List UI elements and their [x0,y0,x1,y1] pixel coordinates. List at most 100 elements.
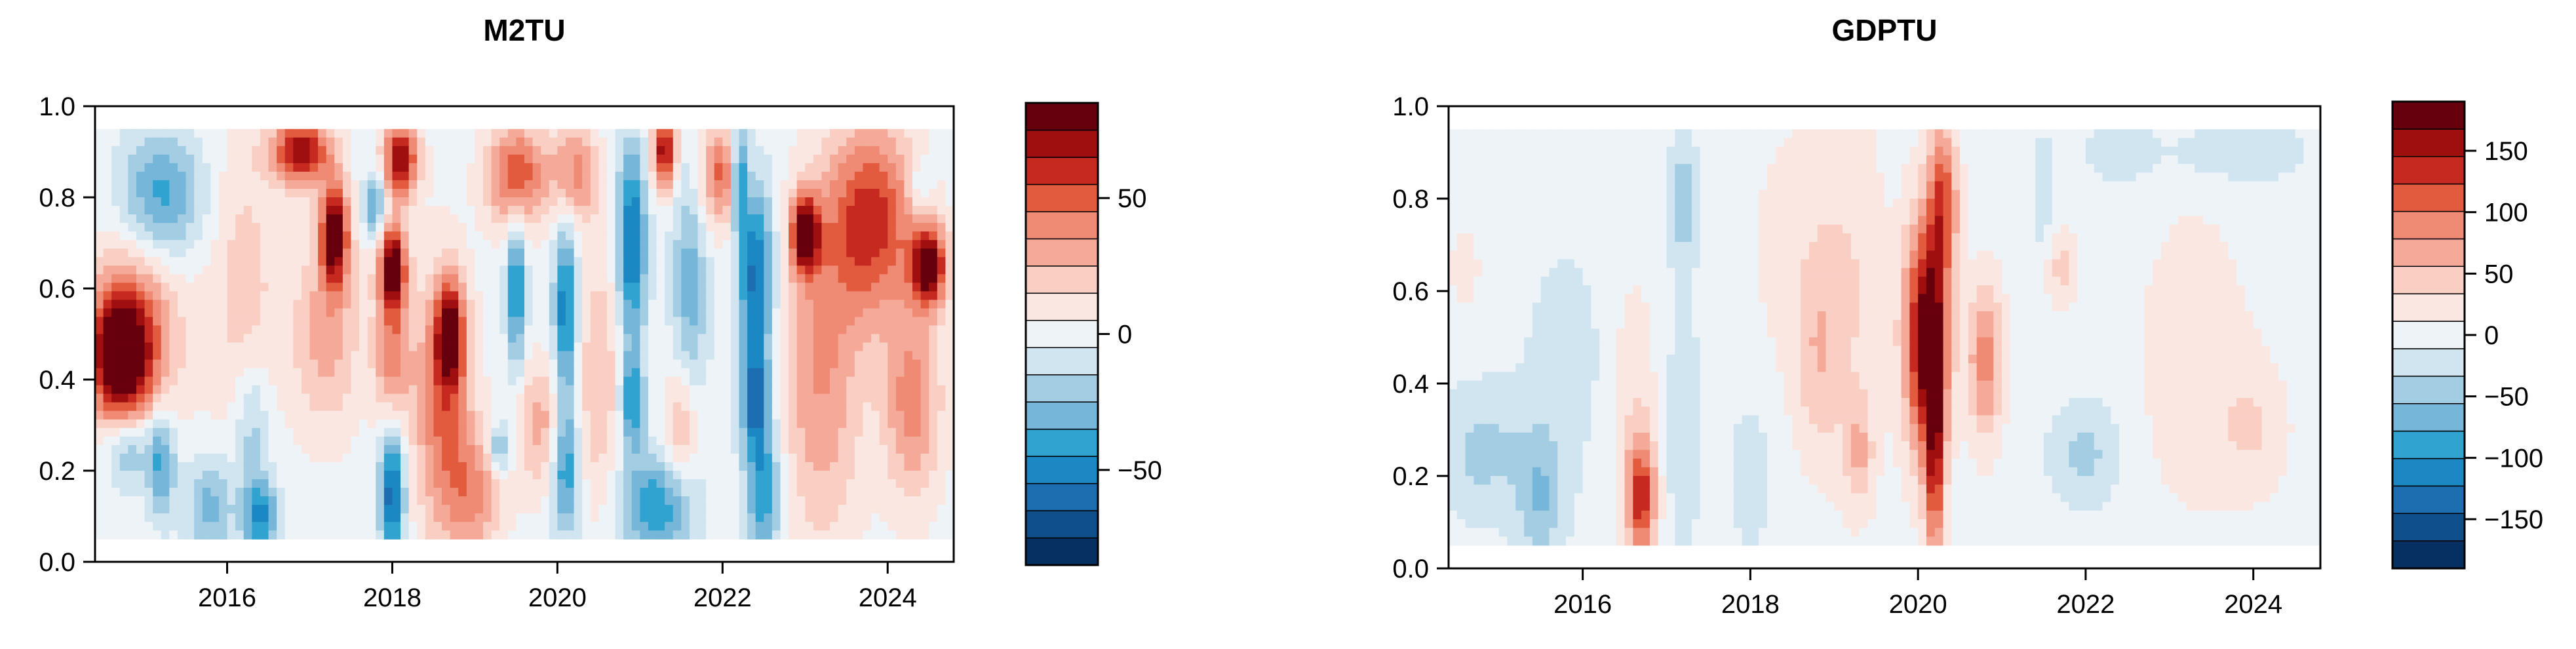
heatmap-cell [722,325,732,335]
heatmap-cell [863,188,872,198]
heatmap-cell [813,427,823,437]
heatmap-cell [606,530,616,540]
heatmap-cell [359,206,368,215]
heatmap-cell [95,180,104,189]
heatmap-cell [318,471,327,480]
heatmap-cell [458,513,467,522]
heatmap-cell [706,436,715,446]
heatmap-cell [780,137,789,147]
heatmap-cell [821,522,830,531]
heatmap-cell [706,137,715,147]
heatmap-cell [293,427,302,437]
heatmap-cell [235,351,244,361]
heatmap-cell [153,206,162,215]
heatmap-cell [854,266,864,275]
heatmap-cell [821,462,830,471]
heatmap-cell [665,410,674,420]
heatmap-cell [425,530,435,540]
heatmap-cell [450,410,459,420]
heatmap-cell [912,471,922,480]
heatmap-cell [507,342,517,352]
heatmap-cell [771,436,781,446]
heatmap-cell [929,248,938,258]
heatmap-cell [681,317,690,326]
heatmap-cell [210,137,220,147]
heatmap-cell [524,146,534,155]
heatmap-cell [648,462,657,471]
heatmap-cell [194,453,203,463]
heatmap-cell [706,385,715,395]
heatmap-cell [103,266,112,275]
heatmap-cell [681,385,690,395]
heatmap-cell [912,351,922,361]
heatmap-cell [111,274,121,283]
heatmap-cell [326,496,335,505]
heatmap-cell [888,368,897,378]
heatmap-cell [673,402,682,412]
heatmap-cell [615,436,624,446]
heatmap-cell [590,427,599,437]
heatmap-cell [912,444,922,454]
heatmap-cell [210,240,220,249]
heatmap-cell [260,180,269,189]
heatmap-cell [673,240,682,249]
heatmap-cell [929,505,938,514]
heatmap-cell [95,342,104,352]
heatmap-cell [227,444,236,454]
heatmap-cell [780,479,789,488]
heatmap-cell [326,180,335,189]
heatmap-cell [450,308,459,318]
heatmap-cell [499,436,509,446]
heatmap-cell [516,410,525,420]
heatmap-cell [334,385,343,395]
heatmap-cell [747,188,756,198]
heatmap-cell [466,291,476,300]
heatmap-cell [400,342,410,352]
heatmap-cell [665,163,674,172]
heatmap-cell [532,171,541,181]
heatmap-cell [929,513,938,522]
heatmap-cell [119,214,128,224]
heatmap-cell [854,385,864,395]
heatmap-cell [895,334,905,344]
heatmap-cell [260,214,269,224]
heatmap-cell [656,240,665,249]
heatmap-cell [342,240,352,249]
heatmap-cell [227,368,236,378]
heatmap-cell [945,368,954,378]
heatmap-cell [185,471,195,480]
heatmap-cell [863,231,872,241]
heatmap-cell [771,410,781,420]
heatmap-cell [227,197,236,206]
heatmap-cell [755,240,764,249]
heatmap-cell [640,488,649,497]
heatmap-cell [383,171,393,181]
heatmap-cell [937,419,946,429]
heatmap-cell [128,300,137,309]
heatmap-cell [606,163,616,172]
heatmap-cell [202,180,211,189]
heatmap-cell [284,368,294,378]
heatmap-cell [805,342,814,352]
heatmap-cell [565,427,575,437]
heatmap-cell [524,137,534,147]
heatmap-cell [235,522,244,531]
heatmap-cell [450,266,459,275]
heatmap-cell [656,283,665,292]
heatmap-cell [128,342,137,352]
heatmap-cell [128,368,137,378]
heatmap-cell [277,240,286,249]
heatmap-cell [301,419,311,429]
heatmap-cell [598,325,608,335]
heatmap-cell [383,462,393,471]
heatmap-cell [565,453,575,463]
heatmap-cell [252,154,261,164]
heatmap-cell [665,505,674,514]
heatmap-cell [103,154,112,164]
heatmap-cell [541,359,550,369]
heatmap-cell [144,223,153,232]
heatmap-cell [301,513,311,522]
heatmap-cell [557,171,566,181]
heatmap-cell [507,410,517,420]
heatmap-cell [582,257,591,266]
